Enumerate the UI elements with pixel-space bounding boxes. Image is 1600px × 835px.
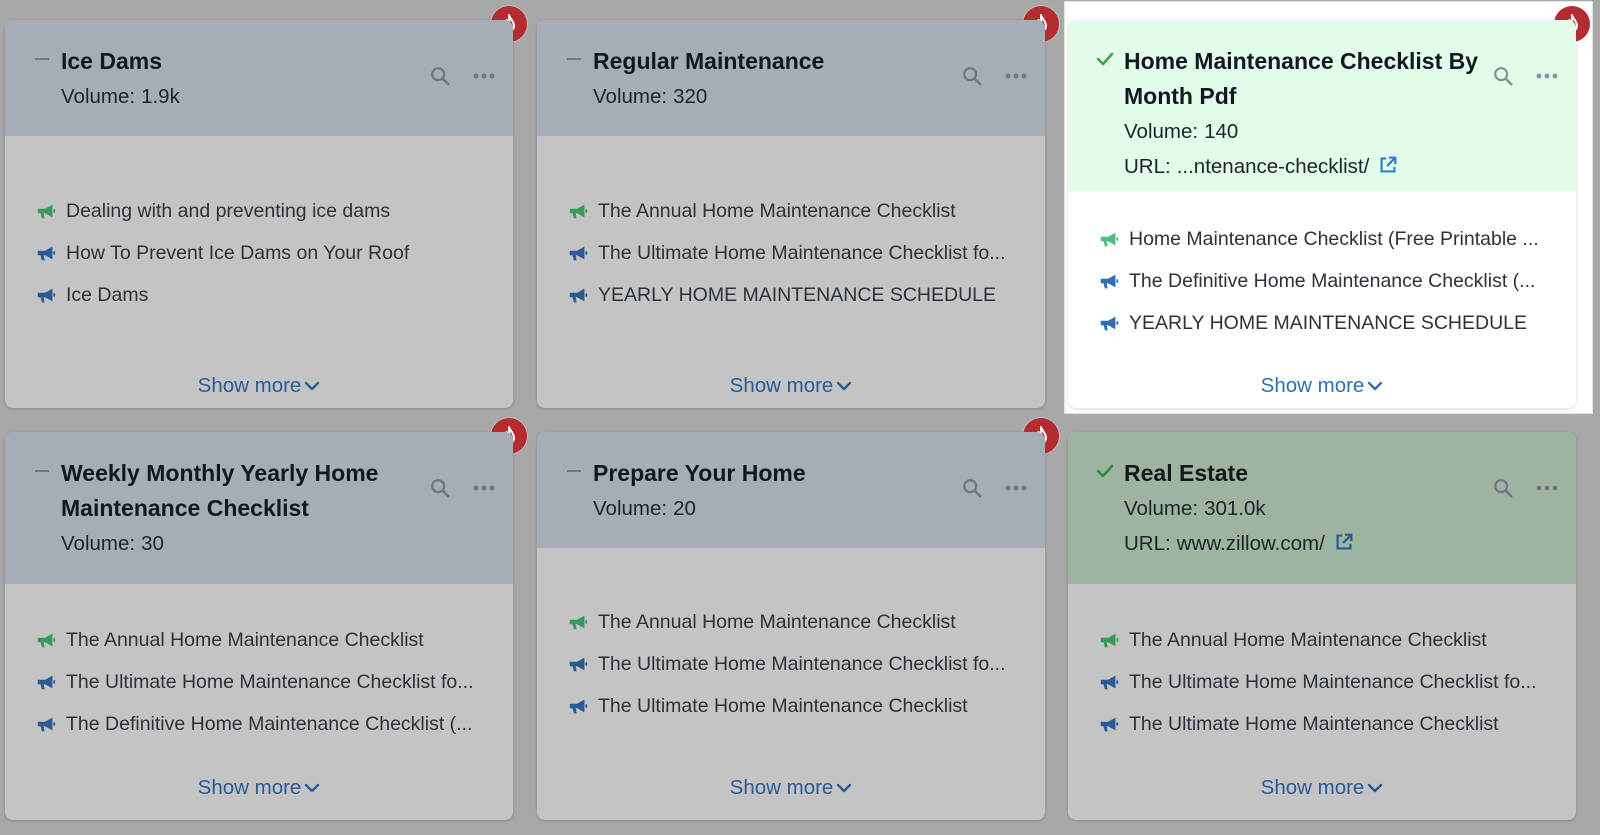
megaphone-green-icon: [35, 629, 61, 651]
show-more-button[interactable]: Show more: [1068, 374, 1576, 398]
check-icon: [1096, 50, 1114, 68]
show-more-button[interactable]: Show more: [537, 776, 1045, 800]
megaphone-green-icon: [567, 611, 593, 633]
dash-icon: [33, 462, 51, 480]
megaphone-green-icon: [1098, 228, 1124, 250]
megaphone-blue-icon: [35, 671, 61, 693]
more-options-icon[interactable]: [1534, 484, 1560, 492]
url-link[interactable]: ...ntenance-checklist/: [1176, 155, 1370, 178]
chevron-down-icon: [1367, 381, 1383, 391]
volume-value: 320: [673, 85, 708, 108]
volume-value: 301.0k: [1204, 497, 1266, 520]
search-icon[interactable]: [961, 65, 983, 87]
volume-line: Volume: 1.9k: [61, 85, 180, 108]
article-item[interactable]: The Ultimate Home Maintenance Checklist: [567, 685, 1045, 727]
search-icon[interactable]: [1492, 477, 1514, 499]
show-more-button[interactable]: Show more: [537, 374, 1045, 398]
article-item[interactable]: Dealing with and preventing ice dams: [35, 190, 513, 232]
volume-line: Volume: 20: [593, 497, 696, 520]
card-title: Ice Dams: [61, 48, 163, 74]
keyword-card[interactable]: Regular Maintenance Volume: 320 The Annua…: [537, 6, 1059, 408]
megaphone-blue-icon: [1098, 270, 1124, 292]
search-icon[interactable]: [429, 65, 451, 87]
article-item[interactable]: The Annual Home Maintenance Checklist: [1098, 619, 1576, 661]
article-item[interactable]: The Ultimate Home Maintenance Checklist …: [1098, 661, 1576, 703]
volume-line: Volume: 320: [593, 85, 708, 108]
search-icon[interactable]: [429, 477, 451, 499]
external-link-icon[interactable]: [1377, 154, 1399, 176]
megaphone-green-icon: [567, 200, 593, 222]
card-title: Weekly Monthly Yearly Home Maintenance C…: [61, 460, 379, 521]
article-item[interactable]: The Definitive Home Maintenance Checklis…: [1098, 260, 1576, 302]
article-item[interactable]: How To Prevent Ice Dams on Your Roof: [35, 232, 513, 274]
megaphone-blue-icon: [567, 284, 593, 306]
show-more-button[interactable]: Show more: [1068, 776, 1576, 800]
keyword-card-selected[interactable]: Home Maintenance Checklist By Month Pdf …: [1068, 6, 1590, 408]
volume-line: Volume: 301.0k: [1124, 497, 1266, 520]
card-title: Prepare Your Home: [593, 460, 806, 486]
card-title: Real Estate: [1124, 460, 1249, 486]
dash-icon: [33, 50, 51, 68]
volume-value: 140: [1204, 120, 1239, 143]
show-more-button[interactable]: Show more: [5, 776, 513, 800]
dash-icon: [565, 462, 583, 480]
volume-line: Volume: 30: [61, 532, 164, 555]
article-item[interactable]: Ice Dams: [35, 274, 513, 316]
more-options-icon[interactable]: [1534, 72, 1560, 80]
article-item[interactable]: The Definitive Home Maintenance Checklis…: [35, 703, 513, 745]
chevron-down-icon: [836, 381, 852, 391]
keyword-card[interactable]: Weekly Monthly Yearly Home Maintenance C…: [5, 418, 527, 820]
article-item[interactable]: YEARLY HOME MAINTENANCE SCHEDULE: [567, 274, 1045, 316]
article-item[interactable]: YEARLY HOME MAINTENANCE SCHEDULE: [1098, 302, 1576, 344]
more-options-icon[interactable]: [1003, 484, 1029, 492]
megaphone-blue-icon: [1098, 713, 1124, 735]
article-item[interactable]: Home Maintenance Checklist (Free Printab…: [1098, 218, 1576, 260]
card-title: Home Maintenance Checklist By Month Pdf: [1124, 48, 1479, 109]
megaphone-green-icon: [1098, 629, 1124, 651]
volume-value: 1.9k: [141, 85, 180, 108]
volume-value: 20: [673, 497, 696, 520]
article-item[interactable]: The Annual Home Maintenance Checklist: [35, 619, 513, 661]
article-item[interactable]: The Ultimate Home Maintenance Checklist: [1098, 703, 1576, 745]
megaphone-blue-icon: [567, 653, 593, 675]
megaphone-blue-icon: [567, 242, 593, 264]
megaphone-green-icon: [35, 200, 61, 222]
check-icon: [1096, 462, 1114, 480]
search-icon[interactable]: [1492, 65, 1514, 87]
megaphone-blue-icon: [1098, 671, 1124, 693]
more-options-icon[interactable]: [1003, 72, 1029, 80]
keyword-card[interactable]: Real Estate Volume: 301.0k URL: www.zillow…: [1068, 432, 1576, 820]
article-item[interactable]: The Annual Home Maintenance Checklist: [567, 601, 1045, 643]
article-item[interactable]: The Ultimate Home Maintenance Checklist …: [567, 232, 1045, 274]
megaphone-blue-icon: [567, 695, 593, 717]
megaphone-blue-icon: [1098, 312, 1124, 334]
article-item[interactable]: The Ultimate Home Maintenance Checklist …: [35, 661, 513, 703]
keyword-card[interactable]: Ice Dams Volume: 1.9k Dealing with and pr…: [5, 6, 527, 408]
external-link-icon[interactable]: [1333, 531, 1355, 553]
megaphone-blue-icon: [35, 284, 61, 306]
more-options-icon[interactable]: [471, 72, 497, 80]
volume-value: 30: [141, 532, 164, 555]
chevron-down-icon: [1367, 783, 1383, 793]
volume-line: Volume: 140: [1124, 120, 1239, 143]
more-options-icon[interactable]: [471, 484, 497, 492]
megaphone-blue-icon: [35, 713, 61, 735]
chevron-down-icon: [304, 783, 320, 793]
chevron-down-icon: [304, 381, 320, 391]
chevron-down-icon: [836, 783, 852, 793]
keyword-card[interactable]: Prepare Your Home Volume: 20 The Annual H…: [537, 418, 1059, 820]
article-item[interactable]: The Annual Home Maintenance Checklist: [567, 190, 1045, 232]
url-line: URL: ...ntenance-checklist/: [1124, 149, 1576, 184]
search-icon[interactable]: [961, 477, 983, 499]
card-title: Regular Maintenance: [593, 48, 825, 74]
dash-icon: [565, 50, 583, 68]
url-link[interactable]: www.zillow.com/: [1176, 532, 1325, 555]
show-more-button[interactable]: Show more: [5, 374, 513, 398]
url-line: URL: www.zillow.com/: [1124, 526, 1576, 561]
megaphone-blue-icon: [35, 242, 61, 264]
article-item[interactable]: The Ultimate Home Maintenance Checklist …: [567, 643, 1045, 685]
